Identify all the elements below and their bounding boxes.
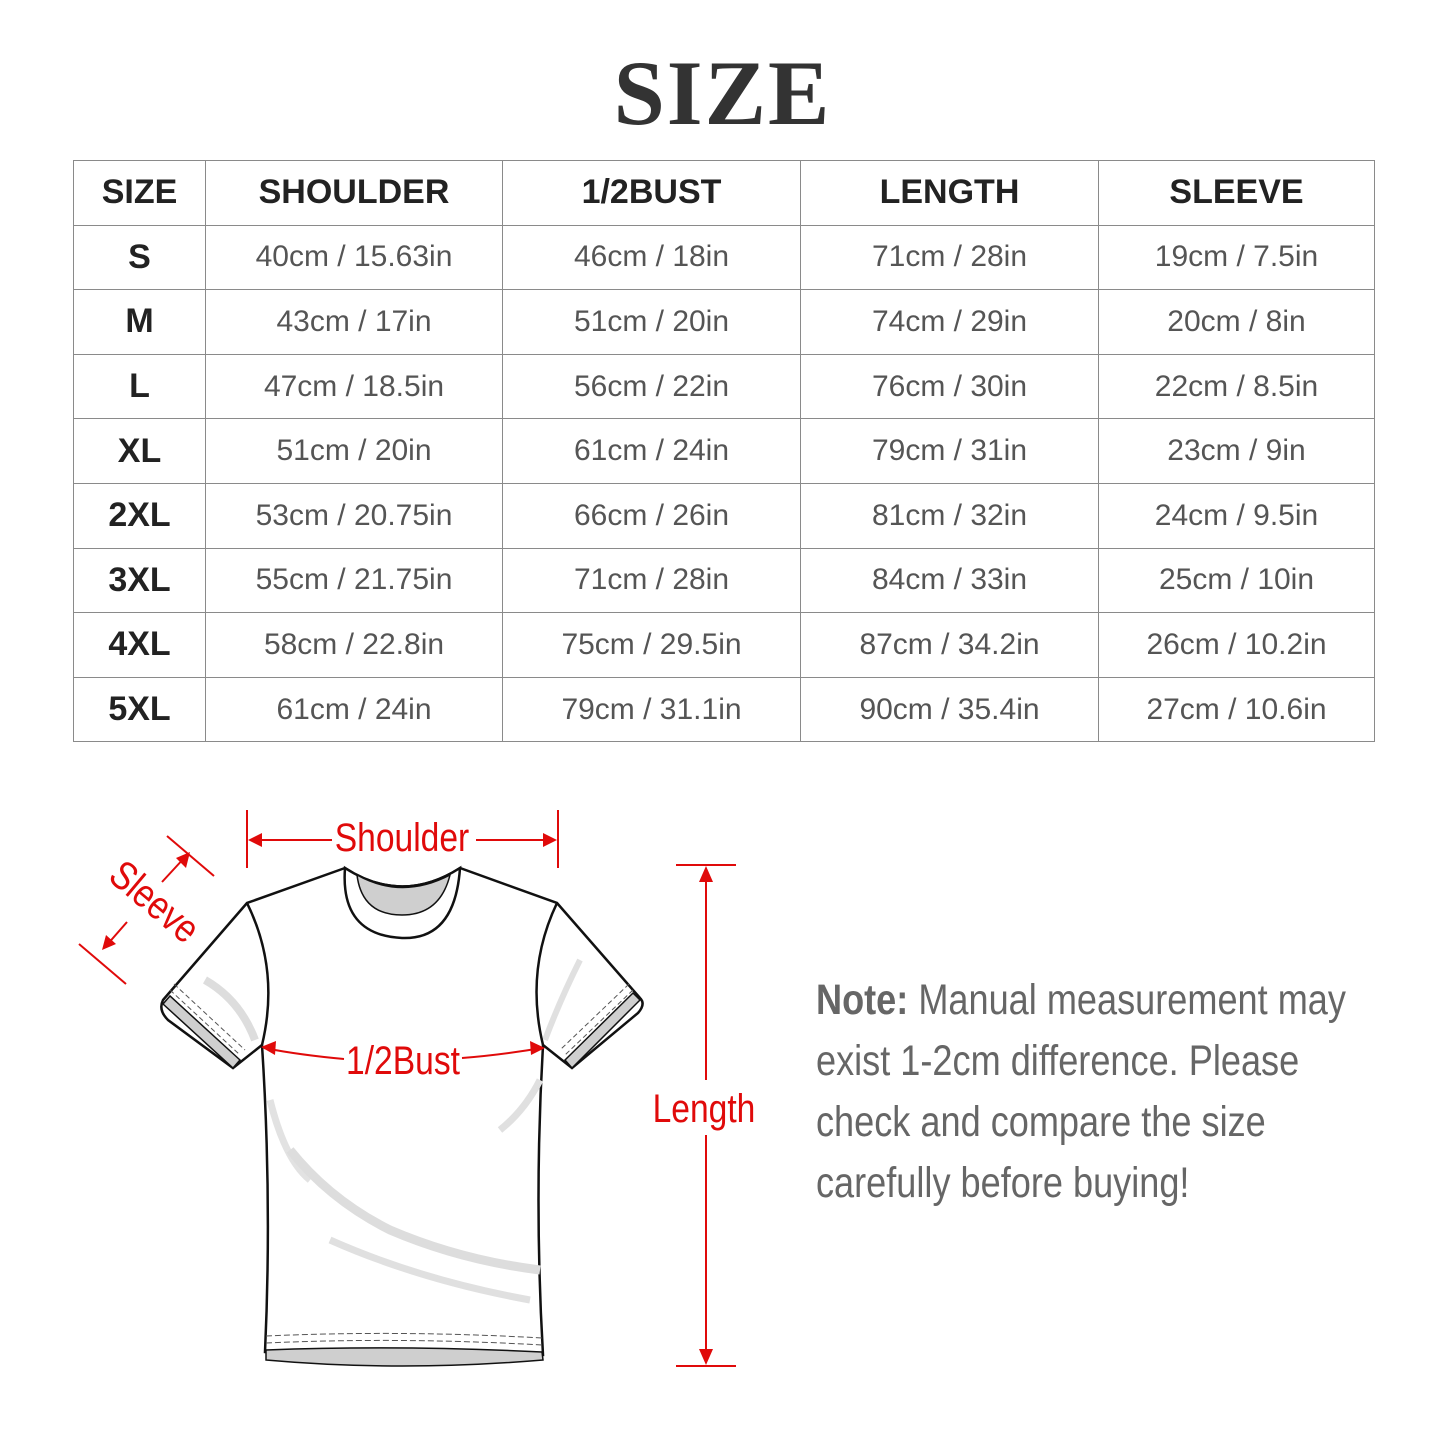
cell-length: 90cm / 35.4in [800, 676, 1099, 743]
note-line-1-text: Manual measurement may [908, 976, 1346, 1024]
note-line-4: carefully before buying! [816, 1159, 1190, 1207]
cell-length: 84cm / 33in [800, 547, 1099, 614]
cell-shoulder: 43cm / 17in [205, 289, 503, 355]
table-row: L 47cm / 18.5in 56cm / 22in 76cm / 30in 22cm… [73, 353, 1375, 420]
cell-bust: 61cm / 24in [502, 418, 801, 484]
size-table: SIZE SHOULDER 1/2BUST LENGTH SLEEVE S 40c… [73, 160, 1375, 743]
cell-sleeve: 27cm / 10.6in [1098, 676, 1375, 743]
cell-sleeve: 26cm / 10.2in [1098, 612, 1375, 678]
cell-shoulder: 53cm / 20.75in [205, 482, 503, 549]
tshirt-illustration [160, 865, 644, 1367]
cell-length: 79cm / 31in [800, 418, 1099, 484]
bust-label: 1/2Bust [346, 1038, 460, 1082]
note-text: Note: Manual measurement may exist 1-2cm… [816, 970, 1404, 1214]
cell-length: 74cm / 29in [800, 289, 1099, 355]
table-header-row: SIZE SHOULDER 1/2BUST LENGTH SLEEVE [73, 160, 1375, 226]
cell-shoulder: 51cm / 20in [205, 418, 503, 484]
header-size: SIZE [73, 160, 206, 226]
sleeve-tick-bottom [78, 943, 127, 985]
cell-shoulder: 55cm / 21.75in [205, 547, 503, 614]
note-line-2: exist 1-2cm difference. Please [816, 1037, 1300, 1085]
cell-shoulder: 47cm / 18.5in [205, 353, 503, 420]
cell-shoulder: 40cm / 15.63in [205, 224, 503, 291]
cell-size: M [73, 289, 206, 355]
cell-length: 76cm / 30in [800, 353, 1099, 420]
cell-size: 5XL [73, 676, 206, 743]
measurement-annotations [78, 810, 736, 1367]
table-row: 2XL 53cm / 20.75in 66cm / 26in 81cm / 32in 2… [73, 482, 1375, 549]
cell-size: 2XL [73, 482, 206, 549]
header-sleeve: SLEEVE [1098, 160, 1375, 226]
table-row: M 43cm / 17in 51cm / 20in 74cm / 29in 20cm /… [73, 289, 1375, 355]
cell-sleeve: 20cm / 8in [1098, 289, 1375, 355]
cell-bust: 71cm / 28in [502, 547, 801, 614]
header-bust: 1/2BUST [502, 160, 801, 226]
cell-sleeve: 23cm / 9in [1098, 418, 1375, 484]
cell-bust: 66cm / 26in [502, 482, 801, 549]
cell-size: S [73, 224, 206, 291]
note-line-3: check and compare the size [816, 1098, 1266, 1146]
cell-bust: 56cm / 22in [502, 353, 801, 420]
page-title: SIZE [613, 42, 832, 144]
table-row: XL 51cm / 20in 61cm / 24in 79cm / 31in 23cm … [73, 418, 1375, 484]
table-row: S 40cm / 15.63in 46cm / 18in 71cm / 28in 19c… [73, 224, 1375, 291]
cell-sleeve: 25cm / 10in [1098, 547, 1375, 614]
table-row: 3XL 55cm / 21.75in 71cm / 28in 84cm / 33in 2… [73, 547, 1375, 614]
cell-shoulder: 58cm / 22.8in [205, 612, 503, 678]
note-line-1: Note: Manual measurement may [816, 970, 1404, 1031]
header-length: LENGTH [800, 160, 1099, 226]
cell-sleeve: 19cm / 7.5in [1098, 224, 1375, 291]
length-label: Length [653, 1086, 756, 1130]
sleeve-label: Sleeve [101, 852, 208, 952]
cell-bust: 75cm / 29.5in [502, 612, 801, 678]
cell-bust: 51cm / 20in [502, 289, 801, 355]
shoulder-label: Shoulder [335, 815, 469, 859]
cell-size: 3XL [73, 547, 206, 614]
note-label: Note: [816, 976, 909, 1024]
cell-size: L [73, 353, 206, 420]
sleeve-tick-top [166, 835, 215, 877]
cell-length: 81cm / 32in [800, 482, 1099, 549]
cell-bust: 79cm / 31.1in [502, 676, 801, 743]
cell-sleeve: 24cm / 9.5in [1098, 482, 1375, 549]
cell-sleeve: 22cm / 8.5in [1098, 353, 1375, 420]
cell-size: 4XL [73, 612, 206, 678]
cell-bust: 46cm / 18in [502, 224, 801, 291]
table-row: 5XL 61cm / 24in 79cm / 31.1in 90cm / 35.4in… [73, 676, 1375, 743]
cell-shoulder: 61cm / 24in [205, 676, 503, 743]
